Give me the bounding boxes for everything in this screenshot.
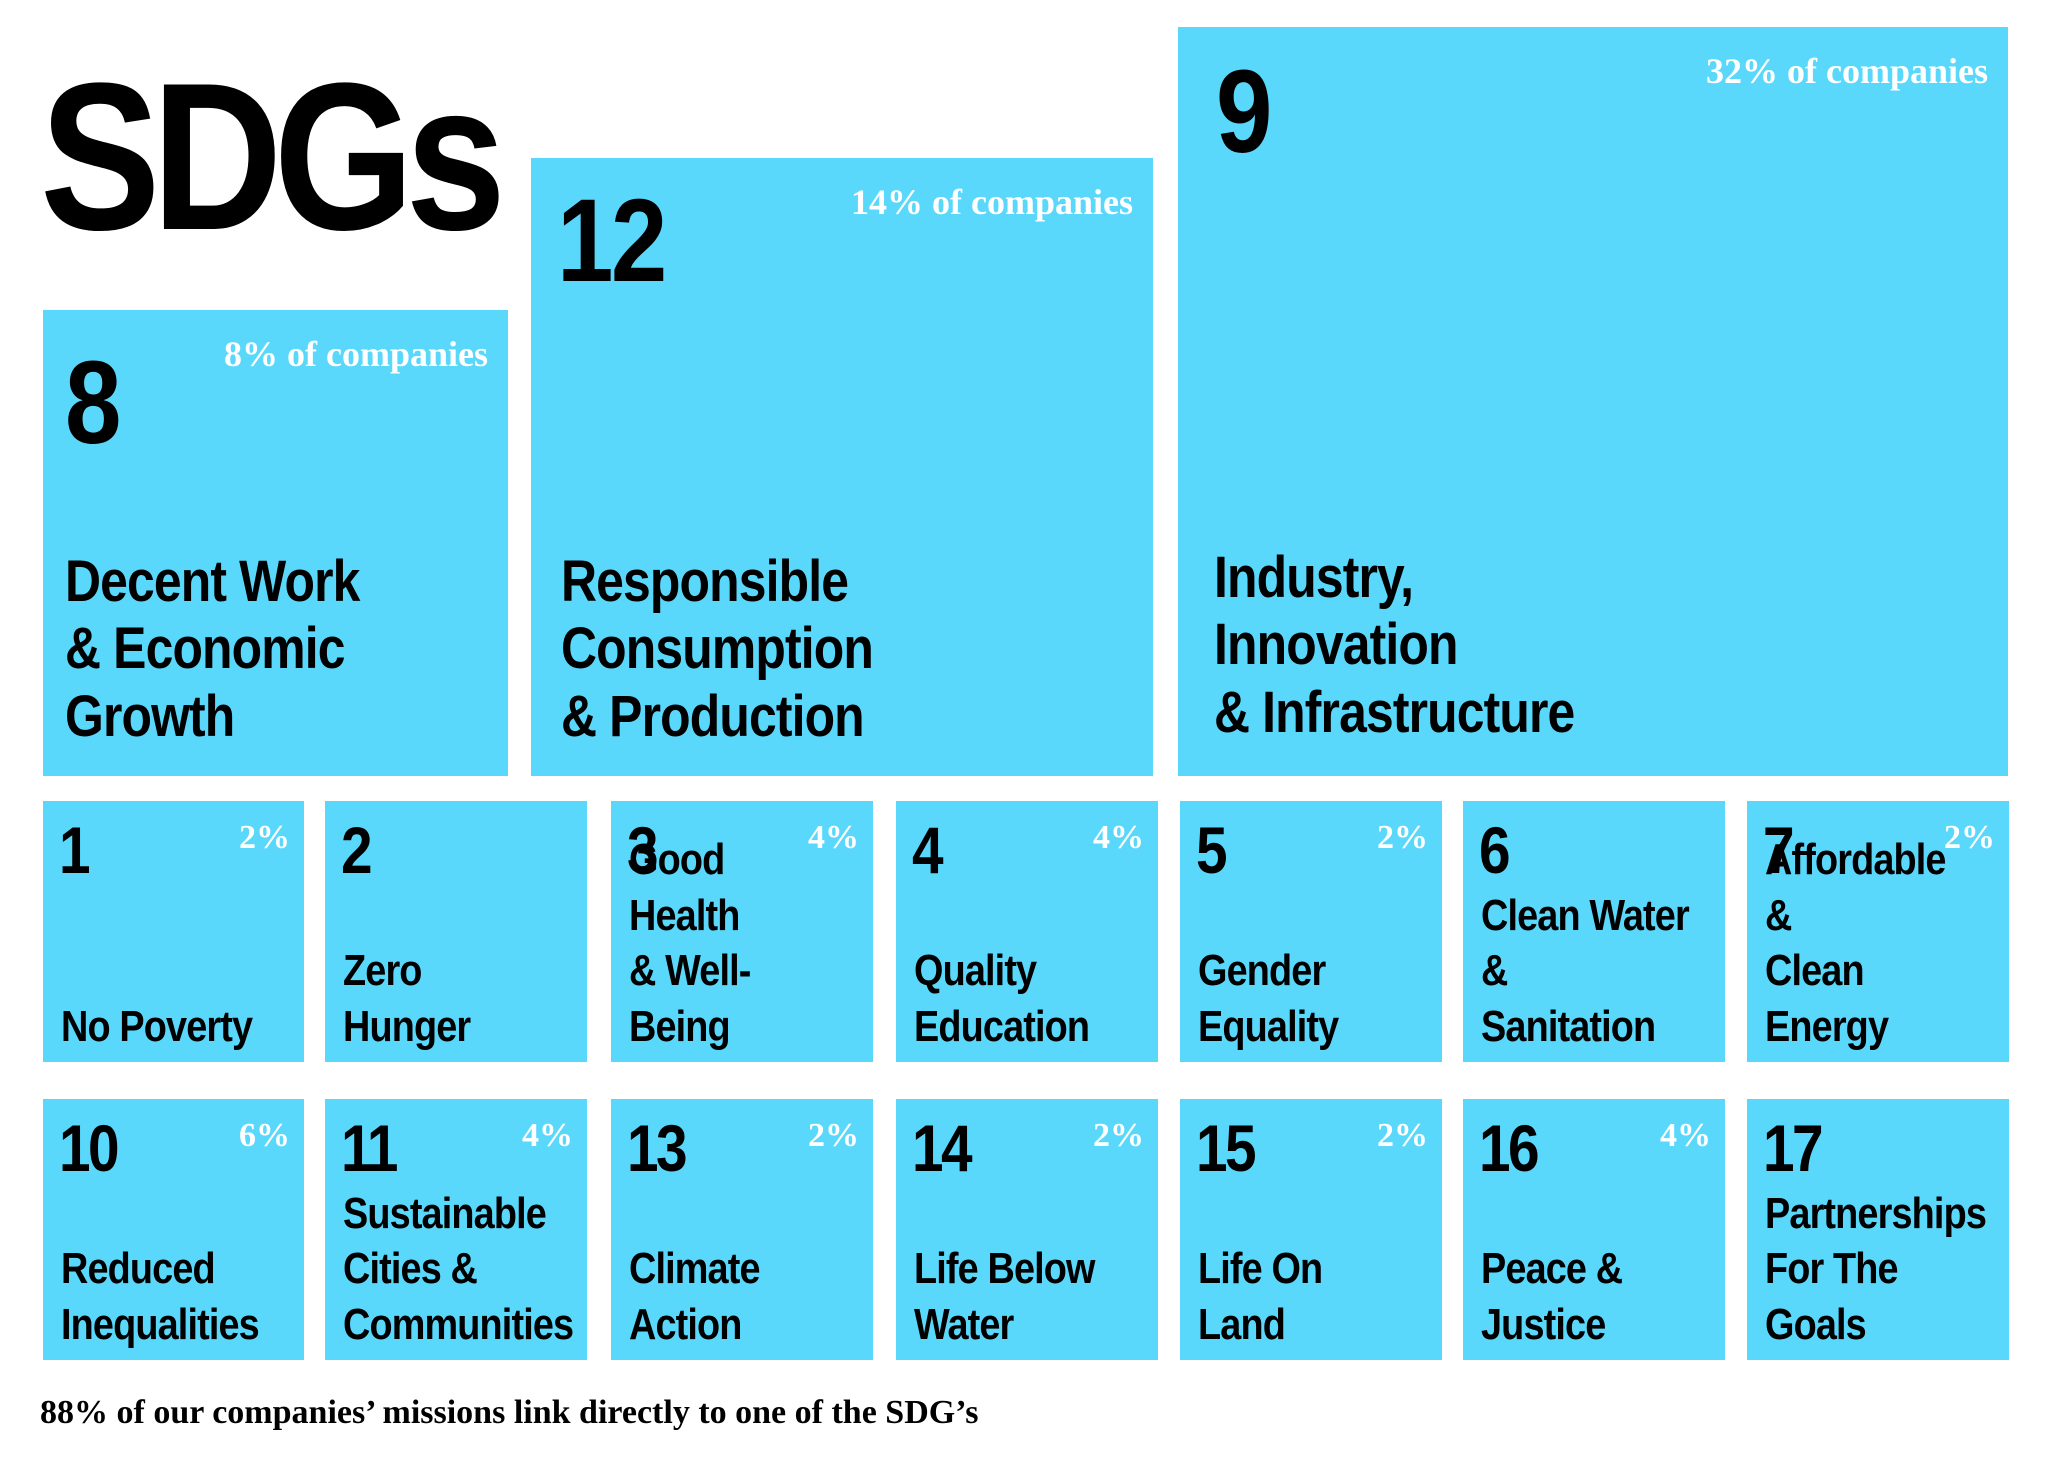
goal-name: Affordable & Clean Energy	[1765, 835, 1946, 1051]
sdg-tile-2: 2 Zero Hunger	[325, 801, 587, 1062]
goal-name: No Poverty	[61, 1001, 253, 1051]
sdg-tile-16: 16 4% Peace & Justice	[1463, 1099, 1725, 1360]
goal-name: Reduced Inequalities	[61, 1244, 260, 1349]
goal-number: 3	[627, 813, 659, 887]
goal-name: Climate Action	[629, 1244, 761, 1349]
sdg-tile-9: 9 32% of companies Industry, Innovation & …	[1178, 27, 2008, 776]
sdg-tile-3: 3 4% Good Health & Well-Being	[611, 801, 873, 1062]
goal-percent: 14% of companies	[851, 182, 1133, 222]
goal-number: 16	[1479, 1111, 1540, 1185]
goal-number: 7	[1763, 813, 1795, 887]
goal-percent: 4%	[1660, 1117, 1711, 1154]
goal-number: 10	[59, 1111, 120, 1185]
goal-name: Quality Education	[914, 946, 1090, 1051]
sdg-tile-15: 15 2% Life On Land	[1180, 1099, 1442, 1360]
sdg-tile-5: 5 2% Gender Equality	[1180, 801, 1442, 1062]
goal-number: 11	[341, 1111, 398, 1185]
goal-percent: 4%	[1093, 819, 1144, 856]
goal-number: 2	[341, 813, 373, 887]
goal-name: Decent Work & Economic Growth	[65, 549, 360, 749]
sdg-tile-4: 4 4% Quality Education	[896, 801, 1158, 1062]
goal-name: Partnerships For The Goals	[1765, 1188, 1987, 1349]
goal-number: 8	[65, 337, 121, 469]
sdg-tile-11: 11 4% Sustainable Cities & Communities	[325, 1099, 587, 1360]
sdg-tile-1: 1 2% No Poverty	[43, 801, 304, 1062]
goal-percent: 2%	[1093, 1117, 1144, 1154]
goal-number: 4	[912, 813, 944, 887]
sdg-tile-14: 14 2% Life Below Water	[896, 1099, 1158, 1360]
sdg-tile-17: 17 Partnerships For The Goals	[1747, 1099, 2009, 1360]
goal-percent: 4%	[522, 1117, 573, 1154]
goal-percent: 4%	[808, 819, 859, 856]
goal-number: 9	[1216, 46, 1272, 178]
sdg-tile-12: 12 14% of companies Responsible Consumptio…	[531, 158, 1153, 776]
goal-name: Industry, Innovation & Infrastructure	[1214, 545, 1575, 745]
goal-percent: 6%	[239, 1117, 290, 1154]
goal-name: Gender Equality	[1198, 946, 1339, 1051]
goal-percent: 2%	[1377, 1117, 1428, 1154]
sdg-tile-7: 7 2% Affordable & Clean Energy	[1747, 801, 2009, 1062]
goal-number: 12	[557, 175, 667, 307]
goal-name: Life Below Water	[914, 1244, 1095, 1349]
goal-name: Sustainable Cities & Communities	[343, 1188, 574, 1349]
goal-number: 13	[627, 1111, 688, 1185]
goal-percent: 32% of companies	[1706, 51, 1988, 91]
goal-number: 1	[59, 813, 91, 887]
sdg-tile-8: 8 8% of companies Decent Work & Economic G…	[43, 310, 508, 776]
goal-number: 17	[1763, 1111, 1824, 1185]
goal-number: 5	[1196, 813, 1228, 887]
sdg-tile-6: 6 Clean Water & Sanitation	[1463, 801, 1725, 1062]
goal-percent: 8% of companies	[224, 334, 488, 374]
footnote: 88% of our companies’ missions link dire…	[40, 1394, 979, 1431]
goal-name: Good Health & Well-Being	[629, 835, 751, 1051]
goal-percent: 2%	[808, 1117, 859, 1154]
goal-percent: 2%	[1944, 819, 1995, 856]
goal-name: Clean Water & Sanitation	[1481, 890, 1690, 1051]
goal-number: 15	[1196, 1111, 1257, 1185]
goal-name: Zero Hunger	[343, 946, 471, 1051]
sdg-tile-10: 10 6% Reduced Inequalities	[43, 1099, 304, 1360]
goal-number: 6	[1479, 813, 1511, 887]
goal-percent: 2%	[1377, 819, 1428, 856]
goal-name: Peace & Justice	[1481, 1244, 1623, 1349]
goal-percent: 2%	[239, 819, 290, 856]
goal-name: Life On Land	[1198, 1244, 1323, 1349]
sdg-tile-13: 13 2% Climate Action	[611, 1099, 873, 1360]
goal-number: 14	[912, 1111, 973, 1185]
chart-title: SDGs	[40, 39, 506, 274]
goal-name: Responsible Consumption & Production	[561, 549, 874, 749]
